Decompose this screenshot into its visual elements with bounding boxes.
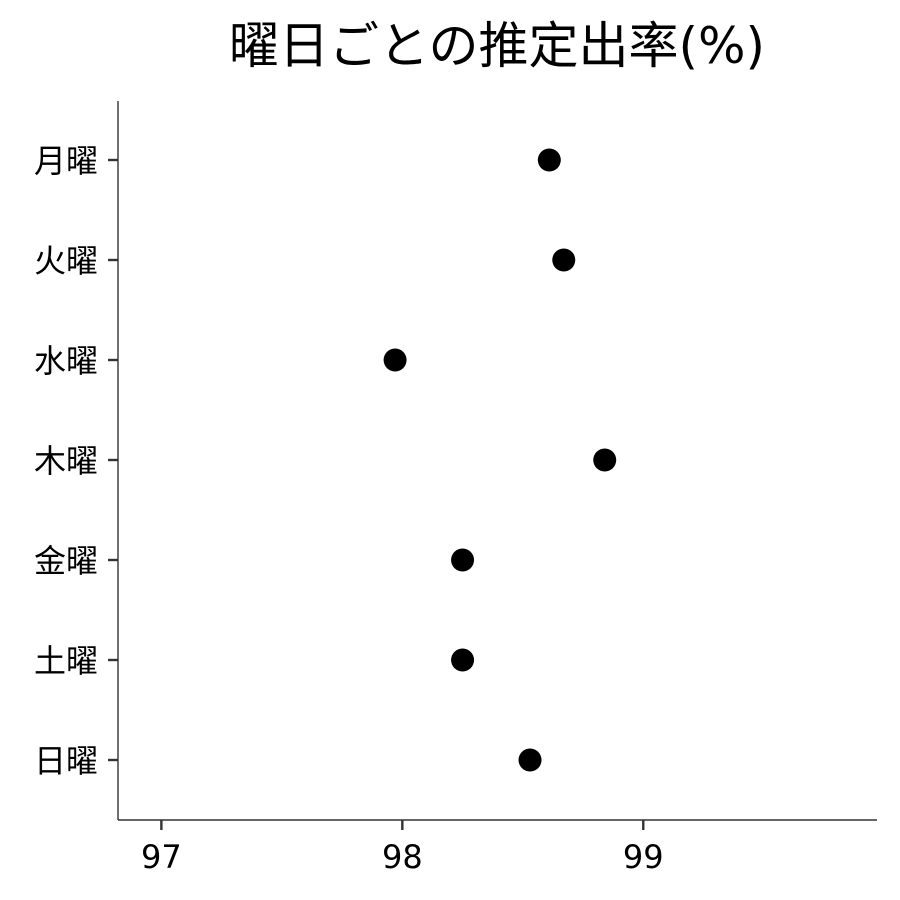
x-axis: 97 98 99 bbox=[141, 820, 664, 876]
y-tick-label: 木曜 bbox=[34, 442, 98, 480]
y-tick-label: 火曜 bbox=[34, 242, 98, 280]
data-point bbox=[451, 548, 475, 572]
x-tick-label: 97 bbox=[141, 838, 182, 876]
y-tick-label: 水曜 bbox=[34, 342, 98, 380]
chart-title: 曜日ごとの推定出率(%) bbox=[229, 17, 765, 75]
x-tick-label: 99 bbox=[623, 838, 664, 876]
data-point bbox=[552, 248, 576, 272]
y-tick-label: 金曜 bbox=[34, 542, 98, 580]
data-point bbox=[518, 748, 542, 772]
data-point bbox=[537, 148, 561, 172]
data-point bbox=[383, 348, 407, 372]
data-point bbox=[451, 648, 475, 672]
data-point bbox=[593, 448, 617, 472]
x-tick-label: 98 bbox=[382, 838, 423, 876]
y-tick-label: 土曜 bbox=[34, 642, 98, 680]
y-tick-label: 日曜 bbox=[34, 742, 98, 780]
y-tick-label: 月曜 bbox=[34, 142, 98, 180]
data-points bbox=[383, 148, 617, 772]
